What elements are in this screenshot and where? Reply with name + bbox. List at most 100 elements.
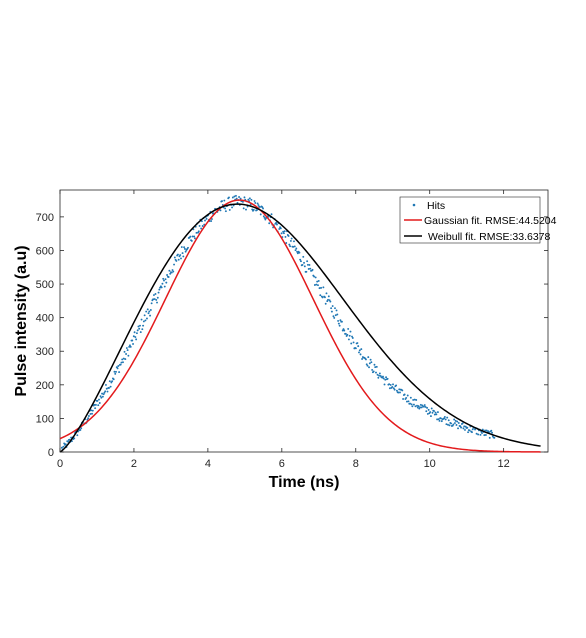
hits-point	[158, 288, 161, 291]
hits-point	[142, 320, 145, 323]
hits-point	[317, 284, 319, 287]
hits-point	[402, 398, 405, 400]
hits-point	[325, 292, 328, 295]
hits-point	[112, 378, 115, 381]
hits-point	[378, 374, 381, 377]
hits-point	[456, 420, 459, 423]
hits-point	[268, 222, 271, 225]
hits-point	[98, 402, 101, 404]
hits-point	[368, 362, 371, 365]
hits-point	[412, 403, 415, 406]
hits-point	[168, 269, 171, 272]
hits-point	[471, 431, 473, 434]
hits-point	[320, 286, 323, 289]
hits-point	[444, 418, 447, 421]
hits-point	[407, 400, 410, 403]
y-tick-label: 100	[36, 413, 54, 425]
hits-point	[446, 416, 449, 419]
y-axis-title: Pulse intensity (a.u)	[13, 245, 30, 396]
hits-point	[160, 286, 163, 289]
hits-point	[436, 418, 439, 421]
hits-point	[133, 331, 136, 334]
hits-point	[145, 310, 148, 313]
hits-point	[99, 395, 102, 398]
hits-point	[375, 371, 377, 374]
hits-point	[453, 418, 456, 421]
hits-point	[411, 405, 414, 408]
legend-hits-label: Hits	[427, 200, 445, 212]
hits-point	[399, 391, 401, 394]
hits-point	[467, 431, 470, 434]
hits-point	[382, 377, 385, 380]
hits-point	[64, 443, 67, 446]
hits-point	[391, 386, 394, 388]
hits-point	[311, 268, 314, 271]
hits-point	[182, 255, 185, 258]
hits-point	[475, 432, 478, 435]
gaussian-fit-line	[59, 199, 541, 453]
hits-point	[224, 207, 227, 210]
hits-point	[464, 428, 466, 431]
hits-point	[334, 314, 337, 317]
hits-point	[347, 327, 350, 330]
y-tick-label: 300	[36, 346, 54, 358]
hits-point	[337, 319, 340, 322]
hits-point	[70, 436, 73, 439]
x-tick-label: 10	[424, 458, 436, 470]
hits-point	[349, 330, 352, 333]
hits-point	[327, 298, 329, 301]
hits-point	[393, 388, 396, 391]
hits-point	[388, 387, 391, 390]
hits-point	[395, 384, 398, 387]
hits-point	[264, 218, 267, 221]
hits-point	[424, 405, 427, 408]
hits-point	[330, 307, 333, 310]
hits-point	[135, 338, 138, 341]
hits-point	[231, 196, 234, 199]
hits-point	[339, 319, 342, 322]
hits-point	[255, 209, 258, 212]
hits-point	[348, 334, 351, 337]
hits-point	[296, 250, 299, 253]
hits-point	[438, 419, 441, 422]
hits-point	[395, 389, 398, 392]
hits-point	[73, 437, 76, 440]
hits-point	[322, 286, 325, 289]
hits-point	[125, 347, 128, 350]
hits-point	[289, 245, 292, 248]
hits-point	[221, 200, 223, 203]
hits-point	[119, 363, 122, 366]
hits-point	[241, 200, 244, 203]
hits-point	[170, 271, 173, 274]
hits-point	[409, 396, 412, 399]
hits-point	[331, 305, 334, 307]
hits-point	[365, 358, 367, 361]
hits-point	[175, 259, 178, 262]
hits-point	[333, 316, 336, 319]
hits-point	[108, 386, 111, 389]
hits-point	[414, 405, 417, 408]
hits-point	[157, 291, 160, 294]
hits-point	[183, 246, 186, 249]
x-tick-label: 4	[205, 458, 211, 470]
hits-point	[173, 263, 175, 266]
hits-point	[431, 411, 434, 414]
hits-point	[279, 227, 282, 230]
hits-point	[491, 431, 494, 434]
hits-point	[330, 310, 333, 313]
hits-point	[224, 210, 227, 213]
hits-point	[256, 202, 259, 205]
hits-point	[251, 208, 254, 211]
hits-point	[435, 413, 438, 416]
hits-point	[426, 406, 429, 409]
hits-point	[172, 270, 175, 273]
hits-point	[403, 393, 406, 396]
hits-point	[447, 419, 450, 422]
hits-point	[409, 402, 411, 405]
hits-point	[76, 434, 79, 437]
hits-point	[299, 258, 302, 261]
hits-point	[239, 197, 242, 200]
hits-point	[228, 196, 230, 199]
hits-point	[270, 213, 273, 216]
